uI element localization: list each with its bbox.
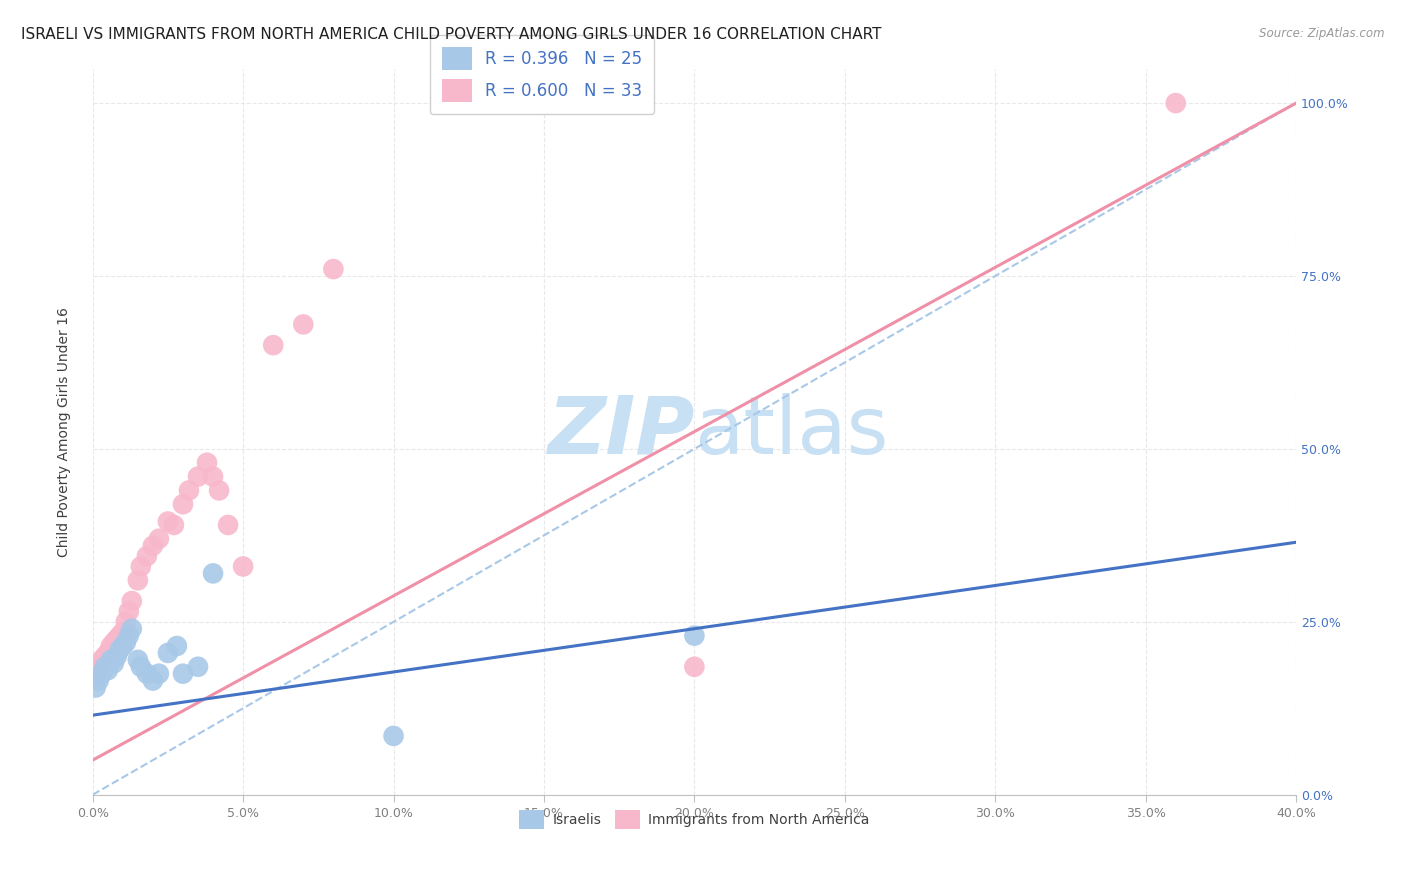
Point (111, 625, 134, 640)
Point (121, 594, 143, 608)
Point (202, 566, 225, 581)
Point (262, 338, 284, 352)
Point (87, 673, 110, 688)
Text: ISRAELI VS IMMIGRANTS FROM NORTH AMERICA CHILD POVERTY AMONG GIRLS UNDER 16 CORR: ISRAELI VS IMMIGRANTS FROM NORTH AMERICA… (21, 27, 882, 42)
Point (105, 649, 128, 664)
Point (163, 518, 186, 533)
Point (129, 659, 152, 673)
Point (84, 666, 107, 681)
Point (103, 635, 125, 649)
Point (172, 666, 194, 681)
Point (118, 604, 141, 618)
Point (121, 622, 143, 636)
Point (108, 642, 131, 657)
Point (166, 639, 188, 653)
Point (111, 639, 134, 653)
Point (148, 666, 170, 681)
Point (114, 615, 136, 629)
Point (114, 635, 136, 649)
Point (208, 483, 231, 498)
Point (683, 629, 706, 643)
Point (93, 659, 115, 673)
Point (97, 646, 120, 660)
Point (118, 629, 141, 643)
Legend: Israelis, Immigrants from North America: Israelis, Immigrants from North America (513, 805, 876, 835)
Point (217, 518, 239, 533)
Point (322, 262, 344, 277)
Point (142, 673, 165, 688)
Point (100, 639, 122, 653)
Point (135, 549, 157, 563)
Point (683, 659, 706, 673)
Point (93, 649, 115, 664)
Point (127, 574, 149, 588)
Point (382, 729, 405, 743)
Point (129, 559, 152, 574)
Point (100, 653, 122, 667)
Point (84, 681, 107, 695)
Point (202, 469, 225, 483)
Point (195, 456, 218, 470)
Point (90, 653, 112, 667)
Point (97, 663, 120, 677)
Point (292, 318, 315, 332)
Point (1164, 96, 1187, 111)
Point (187, 469, 209, 483)
Point (127, 653, 149, 667)
Point (135, 666, 157, 681)
Point (232, 559, 254, 574)
Text: atlas: atlas (695, 392, 889, 471)
Text: ZIP: ZIP (547, 392, 695, 471)
Point (87, 659, 110, 673)
Point (177, 483, 200, 498)
Point (90, 666, 112, 681)
Point (156, 515, 179, 529)
Point (105, 632, 128, 646)
Point (156, 646, 179, 660)
Point (142, 539, 165, 553)
Point (103, 657, 125, 671)
Point (148, 532, 170, 546)
Y-axis label: Child Poverty Among Girls Under 16: Child Poverty Among Girls Under 16 (58, 307, 72, 557)
Text: Source: ZipAtlas.com: Source: ZipAtlas.com (1260, 27, 1385, 40)
Point (172, 497, 194, 511)
Point (108, 629, 131, 643)
Point (187, 659, 209, 673)
